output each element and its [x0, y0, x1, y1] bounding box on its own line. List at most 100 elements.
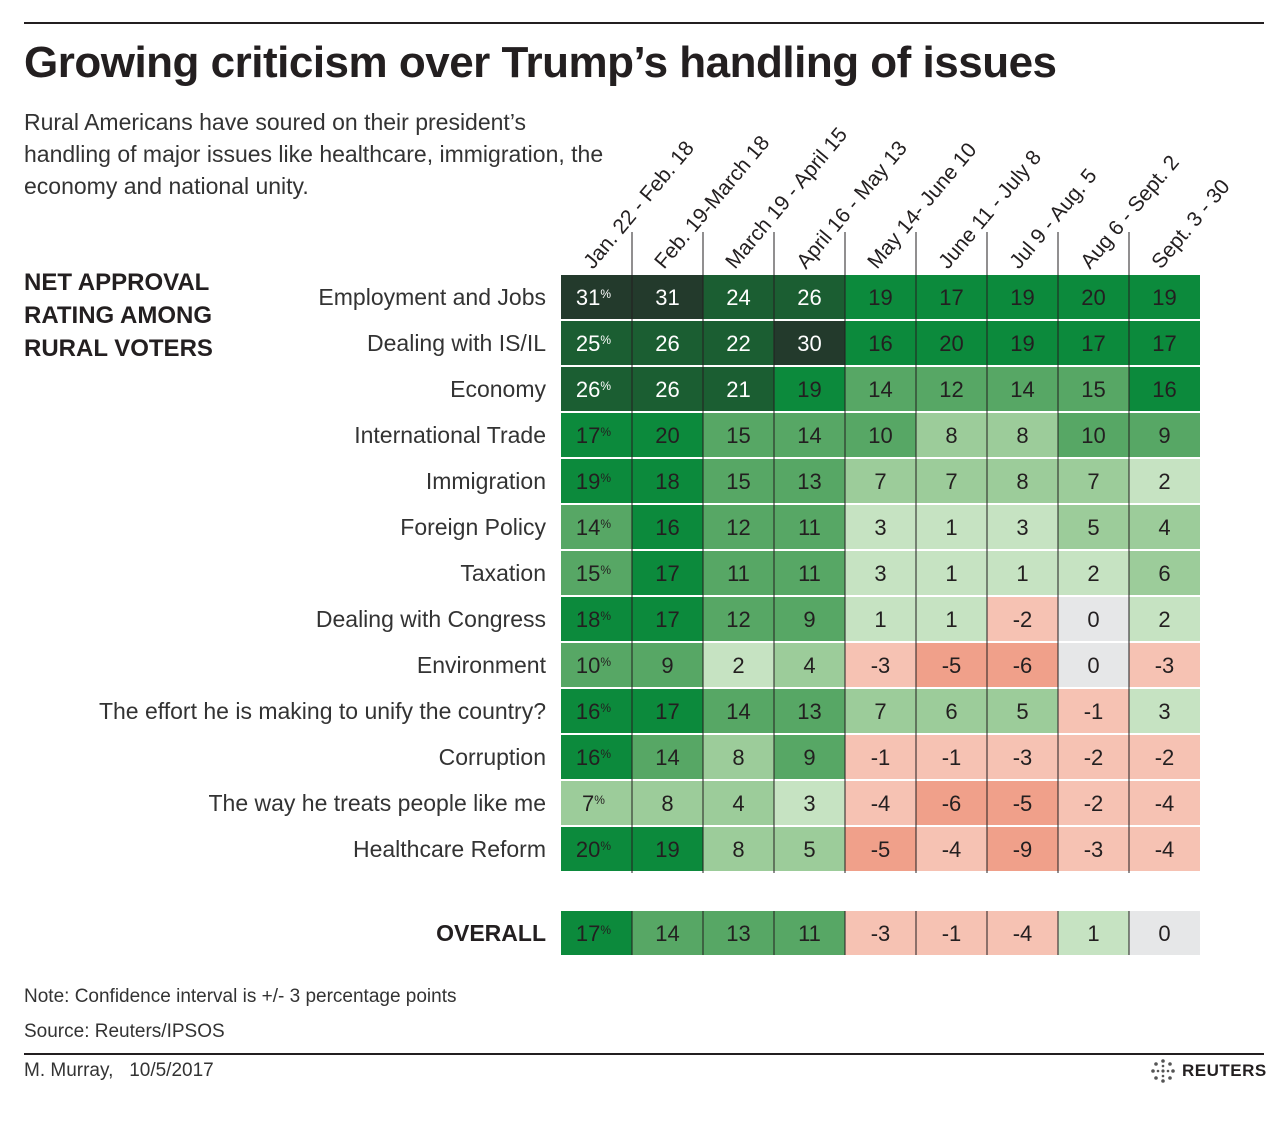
cell-value: 4: [1158, 515, 1170, 540]
heatmap-cell: [987, 735, 1058, 779]
cell-value: 9: [1158, 423, 1170, 448]
heatmap-cell: [916, 597, 987, 641]
cell-value: 4: [803, 653, 815, 678]
heatmap-cell: [632, 689, 703, 733]
heatmap-cell: [1058, 597, 1129, 641]
heatmap-cell: [632, 413, 703, 457]
row-label: Employment and Jobs: [318, 284, 546, 310]
heatmap-cell: [987, 911, 1058, 955]
heatmap-cell: [632, 911, 703, 955]
heatmap-cell: [561, 413, 632, 457]
heatmap-cell: [703, 275, 774, 319]
heatmap-cell: [987, 781, 1058, 825]
cell-value: -4: [942, 837, 962, 862]
row-label: International Trade: [354, 422, 546, 448]
cell-value: 15: [726, 423, 750, 448]
cell-value: -3: [1155, 653, 1175, 678]
heatmap-cell: [774, 735, 845, 779]
heatmap-cell: [845, 827, 916, 871]
cell-value: 19: [1152, 285, 1176, 310]
cell-value: -1: [942, 921, 962, 946]
cell-value: 6: [945, 699, 957, 724]
cell-value: 16: [868, 331, 892, 356]
cell-value: 30: [797, 331, 821, 356]
heatmap-cell: [916, 275, 987, 319]
heatmap-cell: [703, 911, 774, 955]
heatmap-cell: [632, 643, 703, 687]
row-label: Foreign Policy: [400, 514, 546, 540]
heatmap-cell: [1058, 643, 1129, 687]
heatmap-cell: [845, 413, 916, 457]
heatmap-cell: [1058, 735, 1129, 779]
cell-value: 2: [1087, 561, 1099, 586]
heatmap-cell: [561, 781, 632, 825]
cell-value: -1: [871, 745, 891, 770]
cell-value: 15: [1081, 377, 1105, 402]
cell-value: -3: [871, 653, 891, 678]
cell-value: 2: [1158, 607, 1170, 632]
row-label: Dealing with Congress: [316, 606, 546, 632]
heatmap-cell: [1129, 459, 1200, 503]
cell-value: 16: [1152, 377, 1176, 402]
heatmap-cell: [774, 827, 845, 871]
heatmap-cell: [845, 551, 916, 595]
heatmap-cell: [632, 827, 703, 871]
heatmap-cell: [703, 551, 774, 595]
cell-value: 3: [803, 791, 815, 816]
heatmap-cell: [1129, 827, 1200, 871]
heatmap-cell: [987, 275, 1058, 319]
heatmap-cell: [987, 827, 1058, 871]
cell-value: -3: [871, 921, 891, 946]
heatmap-cell: [1058, 911, 1129, 955]
heatmap-cell: [916, 911, 987, 955]
heatmap-cell: [1058, 551, 1129, 595]
heatmap-cell: [845, 367, 916, 411]
heatmap-cell: [1058, 367, 1129, 411]
heatmap-cell: [703, 643, 774, 687]
cell-value: 17: [1152, 331, 1176, 356]
cell-value: 13: [797, 469, 821, 494]
heatmap-cell: [1058, 827, 1129, 871]
heatmap-cell: [1129, 911, 1200, 955]
heatmap-cell: [632, 597, 703, 641]
row-label: Environment: [417, 652, 547, 678]
cell-value: 11: [798, 561, 821, 586]
heatmap-cell: [703, 367, 774, 411]
heatmap-cell: [561, 689, 632, 733]
cell-value: 12: [939, 377, 963, 402]
cell-value: -4: [1155, 837, 1175, 862]
rating-label: NET APPROVAL RATING AMONG RURAL VOTERS: [24, 269, 213, 362]
heatmap-cell: [845, 275, 916, 319]
cell-value: 20: [939, 331, 963, 356]
heatmap-cell: [774, 781, 845, 825]
cell-value: 7: [874, 699, 886, 724]
cell-value: 5: [803, 837, 815, 862]
cell-value: 20: [1081, 285, 1105, 310]
cell-value: 24: [726, 285, 750, 310]
credit-line: M. Murray, 10/5/2017: [24, 1060, 214, 1081]
cell-value: 1: [1087, 921, 1099, 946]
heatmap-cell: [774, 459, 845, 503]
heatmap-cell: [561, 911, 632, 955]
heatmap-cell: [845, 911, 916, 955]
heatmap-cell: [987, 367, 1058, 411]
cell-value: 19: [868, 285, 892, 310]
heatmap-cell: [632, 459, 703, 503]
heatmap-cell: [987, 689, 1058, 733]
heatmap-cell: [632, 367, 703, 411]
page-title: Growing criticism over Trump’s handling …: [24, 38, 1057, 87]
cell-value: 8: [1016, 423, 1028, 448]
heatmap-cell: [845, 321, 916, 365]
heatmap-cell: [774, 413, 845, 457]
heatmap-cell: [987, 459, 1058, 503]
cell-value: 3: [874, 515, 886, 540]
heatmap-cell: [845, 735, 916, 779]
cell-value: 1: [1016, 561, 1028, 586]
heatmap-cell: [1129, 597, 1200, 641]
cell-value: 19: [797, 377, 821, 402]
heatmap-cell: [561, 275, 632, 319]
heatmap-cell: [1129, 781, 1200, 825]
reuters-logo-icon: [1151, 1059, 1175, 1083]
cell-value: -5: [942, 653, 962, 678]
cell-value: 31: [655, 285, 679, 310]
